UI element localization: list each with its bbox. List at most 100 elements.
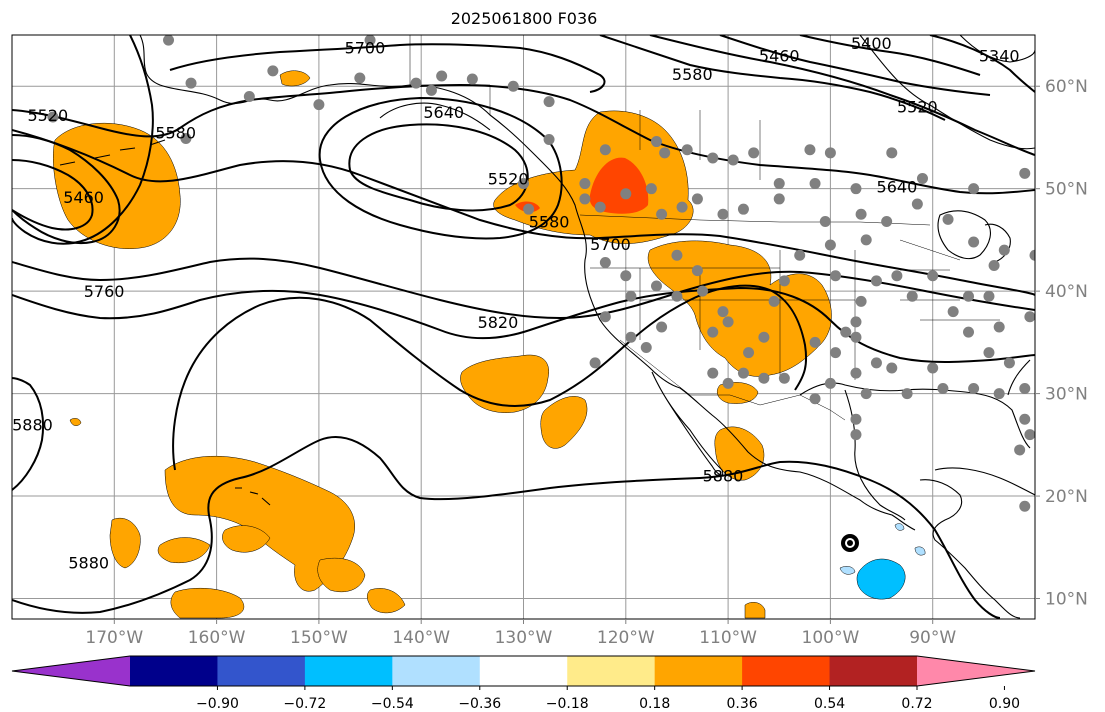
station-dot	[947, 306, 959, 318]
contour-label: 5820	[478, 313, 519, 332]
colorbar-box	[742, 656, 831, 686]
station-dot	[656, 321, 668, 333]
station-dot	[707, 326, 719, 338]
contour-label: 5760	[84, 282, 125, 301]
contour-label: 5880	[703, 467, 744, 486]
precip-area-pacific-northwest-core	[515, 157, 649, 214]
colorbar-box	[217, 656, 306, 686]
colorbar-box	[479, 656, 568, 686]
contour-label: 5580	[529, 212, 570, 231]
station-dot	[901, 388, 913, 400]
station-dot	[659, 147, 671, 159]
station-dot	[1024, 429, 1035, 441]
contour-5460-west	[12, 159, 94, 231]
station-dot	[722, 377, 734, 389]
precip-area-pacific-sw-3	[170, 587, 245, 619]
station-dot	[911, 198, 923, 210]
station-dot	[243, 90, 255, 102]
lon-tick-label: 100°W	[802, 628, 860, 648]
contour-5580-closed-low	[318, 96, 563, 240]
station-dot	[707, 152, 719, 164]
station-dot	[809, 178, 821, 190]
contour-label: 5520	[488, 169, 529, 188]
station-dot	[860, 388, 872, 400]
colorbar-tick-label: 0.36	[727, 696, 758, 712]
contour-label: 5520	[897, 98, 938, 117]
station-dot	[824, 377, 836, 389]
contour-label: 5580	[155, 123, 196, 142]
station-dot	[620, 188, 632, 200]
station-dot	[640, 341, 652, 353]
contour-label: 5400	[851, 34, 892, 53]
contour-label: 5340	[979, 46, 1020, 65]
station-dot	[870, 357, 882, 369]
station-dot	[163, 35, 175, 46]
station-dot	[850, 183, 862, 195]
lat-tick-label: 60°N	[1045, 77, 1088, 97]
station-dot	[942, 213, 954, 225]
station-dot	[589, 357, 601, 369]
station-dot	[916, 172, 928, 184]
precip-area-small-2	[744, 602, 766, 619]
station-dot	[697, 285, 709, 297]
station-dot	[737, 367, 749, 379]
contour-5580-west	[12, 35, 154, 245]
precip-area-negative-2	[839, 523, 926, 575]
precip-area-negative-1	[856, 558, 906, 600]
station-dot	[855, 295, 867, 307]
contour-label: 5520	[27, 106, 68, 125]
lat-tick-label: 10°N	[1045, 590, 1088, 610]
station-dot	[963, 326, 975, 338]
contour-5520-north	[649, 35, 1035, 156]
station-dot	[717, 306, 729, 318]
contour-labels: 5700 5640 5520 5580 5700 5580 5520 5460 5760 5820…	[12, 34, 1020, 573]
station-dot	[968, 382, 980, 394]
station-dot	[850, 316, 862, 328]
colorbar-tick-label: −0.36	[458, 696, 501, 712]
latitude-ticks: 10°N 20°N 30°N 40°N 50°N 60°N	[1035, 77, 1088, 610]
lon-tick-label: 140°W	[392, 628, 450, 648]
station-dot	[819, 215, 831, 227]
station-dot	[860, 234, 872, 246]
contour-5700-north	[169, 43, 606, 93]
station-dot	[886, 147, 898, 159]
longitude-ticks: 170°W 160°W 150°W 140°W 130°W 120°W 110°W 100°W…	[85, 619, 956, 648]
station-dot	[727, 154, 739, 166]
lon-tick-label: 150°W	[290, 628, 348, 648]
station-dot	[354, 72, 366, 84]
station-dot	[691, 265, 703, 277]
colorbar-box	[567, 656, 656, 686]
station-dot	[410, 77, 422, 89]
colorbar-tick-label: −0.18	[546, 696, 589, 712]
station-dot	[855, 208, 867, 220]
contour-5580-north	[599, 35, 946, 121]
colorbar: −0.90 −0.72 −0.54 −0.36 −0.18 0.18 0.36 0.54 0.7…	[11, 655, 1036, 712]
station-dot	[625, 290, 637, 302]
colorbar-box	[130, 656, 218, 686]
contour-label: 5640	[423, 103, 464, 122]
station-dot	[737, 203, 749, 215]
station-dot	[927, 270, 939, 282]
station-dot	[1029, 249, 1035, 261]
lon-tick-label: 90°W	[909, 628, 956, 648]
station-dot	[523, 203, 535, 215]
precip-area-pacific-sw-4	[317, 557, 366, 593]
station-dot	[425, 84, 437, 96]
station-dot	[543, 96, 555, 108]
station-dot	[983, 347, 995, 359]
station-dot	[594, 201, 606, 213]
lon-tick-label: 120°W	[597, 628, 655, 648]
station-dot	[891, 270, 903, 282]
precip-area-pacific-sw-1	[109, 517, 141, 569]
station-dot	[722, 316, 734, 328]
precip-area-pacific-sw-2	[157, 537, 211, 563]
station-dot	[671, 290, 683, 302]
station-dot	[1014, 444, 1026, 456]
station-dot	[313, 99, 325, 111]
station-dot	[691, 193, 703, 205]
lon-tick-label: 170°W	[85, 628, 143, 648]
station-dot	[809, 336, 821, 348]
lat-tick-label: 30°N	[1045, 385, 1088, 405]
station-dot	[906, 290, 918, 302]
station-dot	[850, 429, 862, 441]
